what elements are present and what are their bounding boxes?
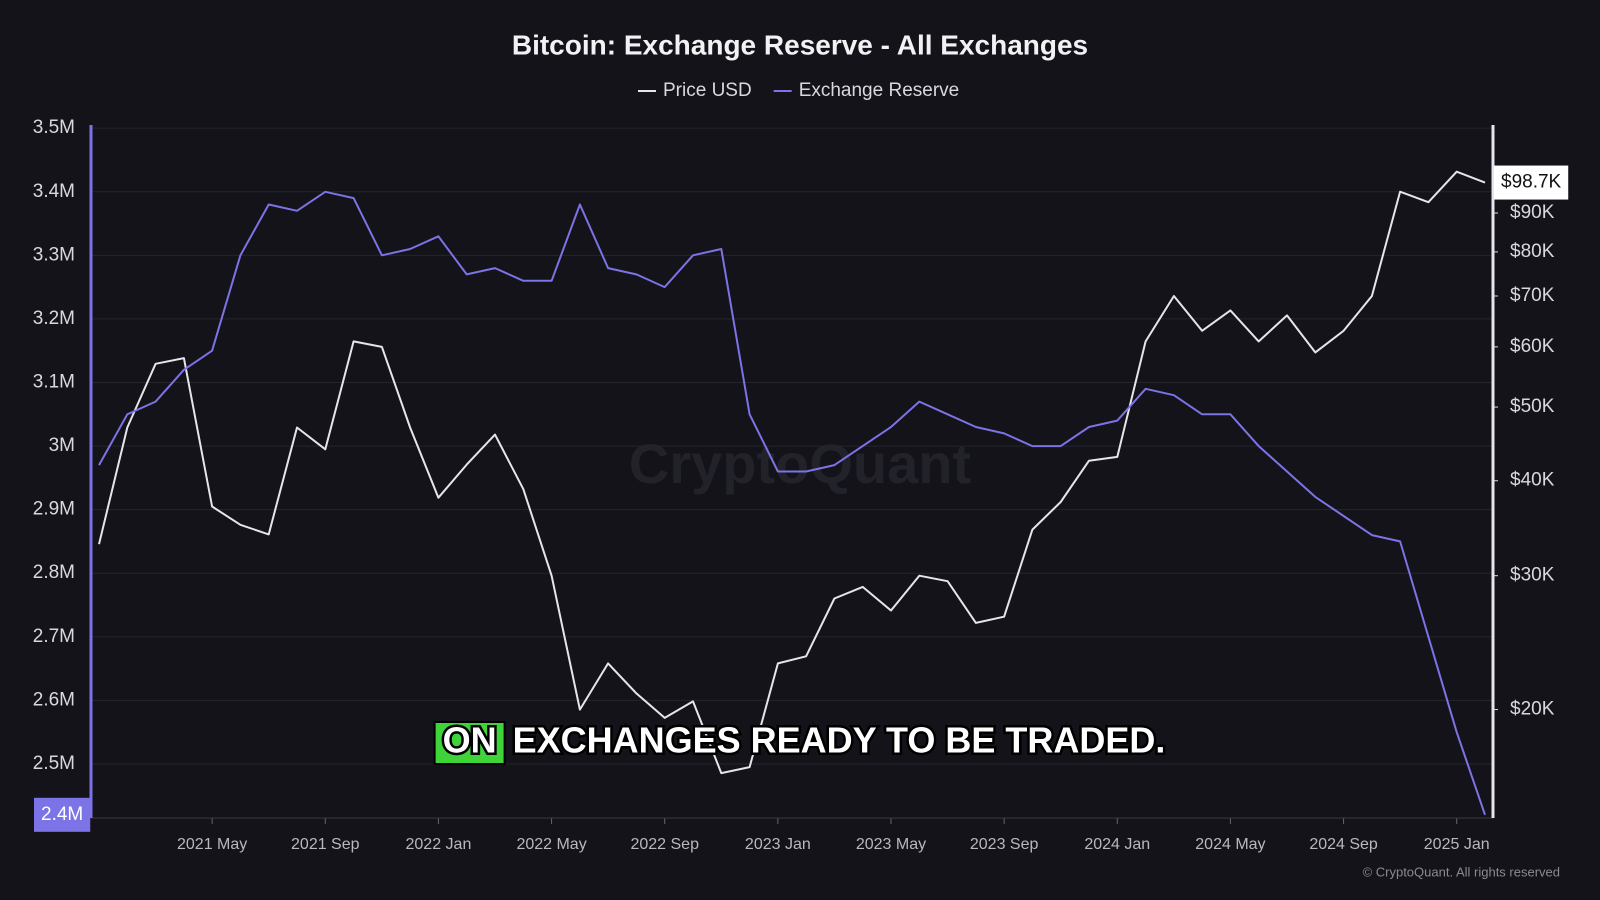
watermark: CryptoQuant: [629, 432, 971, 495]
badge-label: $98.7K: [1501, 172, 1562, 193]
series-line: [98, 170, 1486, 775]
x-tick-label: 2021 May: [177, 836, 247, 853]
x-tick-label: 2022 Sep: [630, 836, 699, 853]
y-tick-label: 3M: [49, 435, 75, 456]
caption: ON EXCHANGES READY TO BE TRADED.: [433, 717, 1168, 765]
y-tick-label: 3.2M: [33, 308, 75, 329]
y2-tick-label: $60K: [1510, 336, 1555, 357]
y-tick-label: 3.1M: [33, 372, 75, 393]
chart-title: Bitcoin: Exchange Reserve - All Exchange…: [512, 29, 1088, 60]
legend: Price USD Exchange Reserve: [638, 80, 959, 101]
caption-highlight: ON: [443, 720, 497, 761]
x-tick-label: 2025 Jan: [1424, 836, 1490, 853]
x-tick-label: 2024 May: [1195, 836, 1265, 853]
x-tick-label: 2022 Jan: [406, 836, 472, 853]
x-tick-label: 2023 May: [856, 836, 926, 853]
copyright: © CryptoQuant. All rights reserved: [1363, 864, 1560, 879]
last-value-badge: 2.4M: [34, 797, 91, 832]
x-tick-label: 2021 Sep: [291, 836, 360, 853]
y-tick-label: 3.4M: [33, 181, 75, 202]
badge-label: 2.4M: [41, 804, 83, 825]
y2-tick-label: $20K: [1510, 699, 1555, 720]
y2-tick-label: $50K: [1510, 396, 1555, 417]
x-tick-label: 2024 Jan: [1084, 836, 1150, 853]
legend-label: Exchange Reserve: [799, 80, 960, 101]
y-tick-label: 2.7M: [33, 626, 75, 647]
y2-tick-label: $70K: [1510, 285, 1555, 306]
y2-tick-label: $80K: [1510, 241, 1555, 262]
badge-box: [1494, 165, 1569, 200]
series-line: [98, 190, 1486, 816]
legend-label: Price USD: [663, 80, 752, 101]
badge-box: [34, 797, 91, 832]
x-tick-label: 2024 Sep: [1309, 836, 1378, 853]
x-tick-label: 2023 Jan: [745, 836, 811, 853]
caption-text: EXCHANGES READY TO BE TRADED.: [513, 720, 1166, 761]
y-tick-label: 3.5M: [33, 117, 75, 138]
last-value-badge: $98.7K: [1494, 165, 1569, 200]
caption-highlight-box: [433, 721, 506, 765]
y-tick-label: 2.6M: [33, 689, 75, 710]
y-tick-label: 2.9M: [33, 499, 75, 520]
x-tick-label: 2023 Sep: [970, 836, 1039, 853]
y2-tick-label: $30K: [1510, 565, 1555, 586]
x-tick-label: 2022 May: [516, 836, 586, 853]
y-tick-label: 2.5M: [33, 753, 75, 774]
y-tick-label: 2.8M: [33, 562, 75, 583]
y-tick-label: 3.3M: [33, 244, 75, 265]
y2-tick-label: $90K: [1510, 202, 1555, 223]
y2-tick-label: $40K: [1510, 470, 1555, 491]
